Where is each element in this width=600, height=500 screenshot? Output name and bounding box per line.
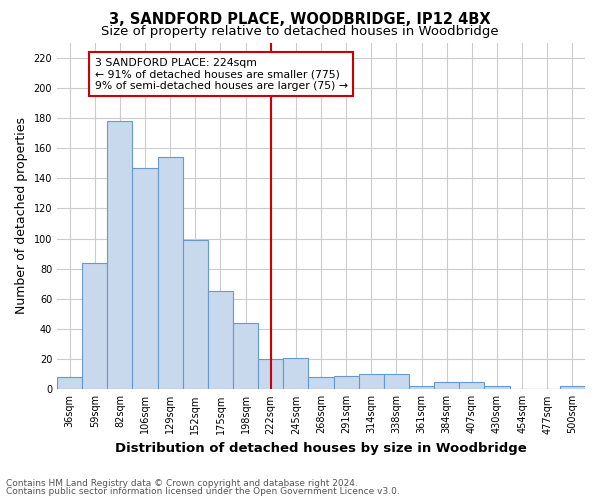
Bar [409,386,434,390]
Bar [233,323,258,390]
Text: Size of property relative to detached houses in Woodbridge: Size of property relative to detached ho… [101,25,499,38]
Bar [158,157,183,390]
Bar [384,374,409,390]
Bar [183,240,208,390]
Bar [208,292,233,390]
Text: Contains HM Land Registry data © Crown copyright and database right 2024.: Contains HM Land Registry data © Crown c… [6,478,358,488]
Bar [258,359,283,390]
X-axis label: Distribution of detached houses by size in Woodbridge: Distribution of detached houses by size … [115,442,527,455]
Bar [283,358,308,390]
Bar [57,377,82,390]
Bar [107,121,133,390]
Bar [359,374,384,390]
Bar [560,386,585,390]
Bar [308,377,334,390]
Bar [133,168,158,390]
Bar [434,382,459,390]
Bar [459,382,484,390]
Bar [82,262,107,390]
Bar [484,386,509,390]
Text: Contains public sector information licensed under the Open Government Licence v3: Contains public sector information licen… [6,487,400,496]
Text: 3, SANDFORD PLACE, WOODBRIDGE, IP12 4BX: 3, SANDFORD PLACE, WOODBRIDGE, IP12 4BX [109,12,491,28]
Y-axis label: Number of detached properties: Number of detached properties [15,118,28,314]
Bar [334,376,359,390]
Text: 3 SANDFORD PLACE: 224sqm
← 91% of detached houses are smaller (775)
9% of semi-d: 3 SANDFORD PLACE: 224sqm ← 91% of detach… [95,58,348,91]
